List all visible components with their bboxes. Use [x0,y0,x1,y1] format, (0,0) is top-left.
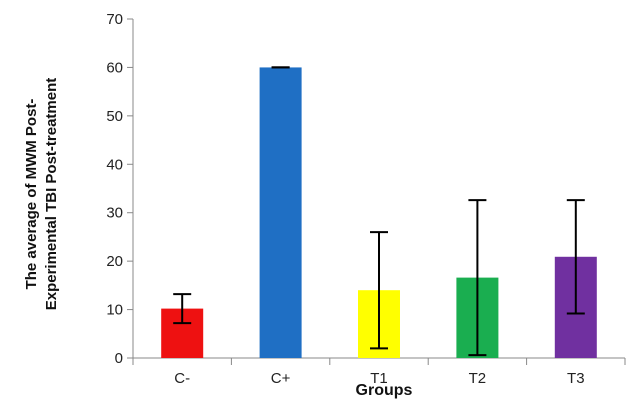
y-tick-label: 20 [106,253,123,270]
y-axis-title-line-2: Experimental TBI Post-treatment [43,78,60,311]
y-tick-label: 10 [106,302,123,319]
bar [259,67,302,358]
y-tick-label: 30 [106,205,123,222]
x-tick-label: T1 [370,370,388,387]
y-tick-label: 60 [106,59,123,76]
x-tick-label: T2 [469,370,487,387]
y-tick-label: 70 [106,11,123,28]
bars [161,67,597,358]
error-bar [370,231,388,350]
error-bars [173,66,585,357]
y-tick-label: 0 [115,350,123,367]
y-tick-label: 50 [106,108,123,125]
error-bar [173,293,192,325]
x-axis [132,357,626,365]
x-tick-label: T3 [567,370,585,387]
y-axis-title-line-1: The average of MWM Post- [23,99,40,290]
y-tick-label: 40 [106,156,123,173]
y-axis: 0 10 20 30 40 50 60 70 [106,11,134,367]
error-bar [468,199,487,357]
x-tick-labels: C- C+ T1 T2 T3 [174,370,584,387]
y-axis-title: The average of MWM Post- Experimental TB… [23,78,60,311]
x-tick-label: C- [174,370,190,387]
error-bar [566,199,585,315]
x-axis-title: Groups [356,382,413,399]
x-tick-label: C+ [271,370,291,387]
